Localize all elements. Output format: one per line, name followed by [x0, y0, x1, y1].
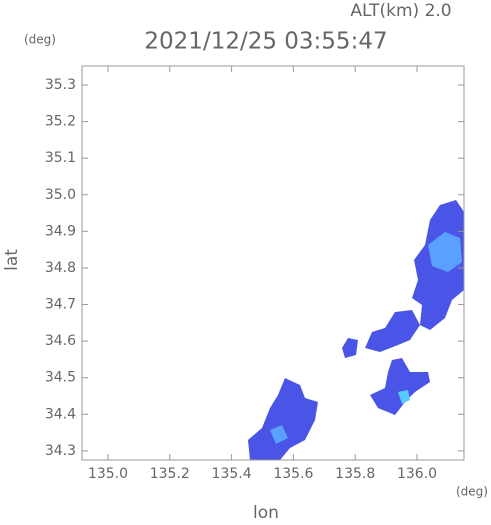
y-tick-label: 34.8 [45, 260, 76, 276]
y-unit: (deg) [24, 33, 56, 47]
y-tick-label: 34.6 [45, 333, 76, 349]
x-unit: (deg) [456, 485, 488, 499]
y-tick-label: 34.5 [45, 370, 76, 386]
x-tick-label: 135.2 [150, 466, 190, 482]
y-tick-label: 34.4 [45, 406, 76, 422]
echo [370, 358, 430, 415]
y-tick-label: 35.1 [45, 150, 76, 166]
y-tick-label: 34.3 [45, 443, 76, 459]
echo [342, 338, 358, 358]
x-tick-label: 136.0 [397, 466, 437, 482]
x-tick-label: 135.8 [335, 466, 375, 482]
echo [270, 425, 288, 444]
y-tick-label: 35.3 [45, 77, 76, 93]
y-tick-label: 35.2 [45, 114, 76, 130]
echo [248, 378, 318, 460]
y-tick-label: 34.9 [45, 223, 76, 239]
plot-frame [81, 65, 465, 461]
echo [398, 390, 410, 404]
echo [428, 232, 462, 272]
x-axis-label: lon [253, 503, 279, 521]
y-tick-label: 34.7 [45, 297, 76, 313]
y-tick-label: 35.0 [45, 187, 76, 203]
echo [365, 310, 420, 352]
x-tick-label: 135.6 [273, 466, 313, 482]
x-tick-label: 135.0 [88, 466, 128, 482]
altitude-label: ALT(km) 2.0 [350, 1, 451, 21]
radar-echoes [248, 200, 464, 460]
y-axis-label: lat [2, 249, 22, 271]
chart-title: 2021/12/25 03:55:47 [144, 29, 387, 55]
x-tick-label: 135.4 [212, 466, 252, 482]
